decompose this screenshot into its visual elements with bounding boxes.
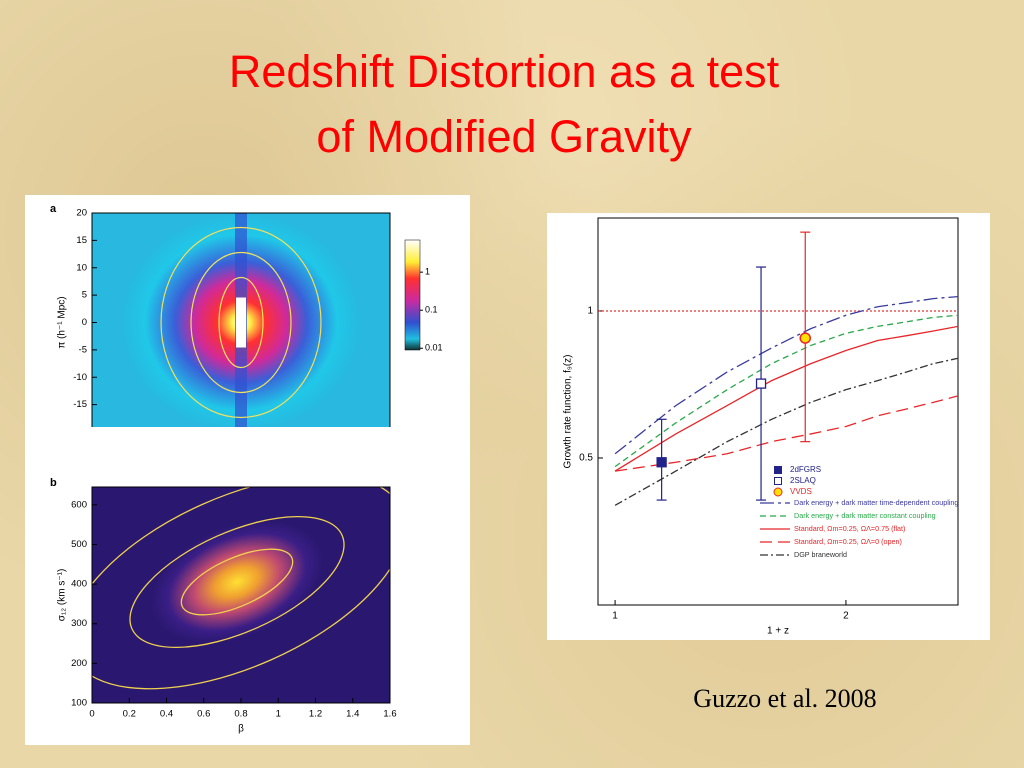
y-tick-label: 0 xyxy=(82,317,87,328)
colorbar-tick-label: 0.1 xyxy=(425,305,438,315)
y-tick-label: -15 xyxy=(73,399,87,410)
x-tick-label: 0.8 xyxy=(234,709,247,720)
contour-line xyxy=(180,548,294,616)
y-axis-label: π (h⁻¹ Mpc) xyxy=(57,296,68,348)
legend-label: 2SLAQ xyxy=(790,476,816,485)
x-tick-label: 0 xyxy=(89,709,94,720)
contour-line xyxy=(160,226,322,419)
mask xyxy=(390,477,470,717)
legend-label: VVDS xyxy=(790,487,812,496)
y-tick-label: 600 xyxy=(71,499,87,510)
data-point xyxy=(656,457,667,468)
y-axis-label: σ₁₂ (km s⁻¹) xyxy=(57,569,68,622)
mask xyxy=(32,703,432,744)
x-tick-label: 1.4 xyxy=(346,709,359,720)
x-tick-label: 0.4 xyxy=(160,709,173,720)
legend-label: Dark energy + dark matter constant coupl… xyxy=(794,511,936,520)
slide-title: of Modified Gravity xyxy=(316,111,692,162)
legend-label: Dark energy + dark matter time-dependent… xyxy=(794,498,958,507)
legend-label: DGP braneworld xyxy=(794,550,847,559)
colorbar-tick-label: 1 xyxy=(425,267,430,277)
series-line xyxy=(614,395,959,472)
x-axis-label: 1 + z xyxy=(767,626,789,637)
legend-marker xyxy=(774,466,782,474)
mask xyxy=(32,427,432,487)
x-tick-label: 1 xyxy=(612,611,618,622)
panel-label: b xyxy=(50,477,57,489)
legend-label: Standard, Ωm=0.25, ΩΛ=0 (open) xyxy=(794,537,902,546)
y-tick-label: 1 xyxy=(587,306,593,317)
mask xyxy=(32,477,92,717)
plot-frame xyxy=(597,217,959,606)
colorbar-tick-label: 0.01 xyxy=(425,343,443,353)
series-line xyxy=(614,314,959,468)
series-line xyxy=(614,325,959,472)
y-axis-label: Growth rate function, f₉(z) xyxy=(563,354,574,468)
y-tick-label: -5 xyxy=(79,344,87,355)
x-axis-label: β xyxy=(238,724,244,735)
contour-line xyxy=(218,276,264,369)
legend-label: Standard, Ωm=0.25, ΩΛ=0.75 (flat) xyxy=(794,524,905,533)
y-tick-label: 10 xyxy=(76,262,87,273)
y-tick-label: 500 xyxy=(71,539,87,550)
citation: Guzzo et al. 2008 xyxy=(693,684,876,713)
x-tick-label: 1 xyxy=(276,709,281,720)
legend-marker xyxy=(773,487,783,497)
legend-label: 2dFGRS xyxy=(790,465,821,474)
plot-frame xyxy=(91,486,391,704)
x-tick-label: 2 xyxy=(843,611,849,622)
data-point xyxy=(755,378,767,389)
contour-line xyxy=(129,515,345,649)
x-tick-label: 1.2 xyxy=(309,709,322,720)
figure-panel xyxy=(547,213,990,640)
y-tick-label: 400 xyxy=(71,579,87,590)
slide-title: Redshift Distortion as a test xyxy=(229,46,780,97)
density-core xyxy=(151,520,323,644)
y-tick-label: 20 xyxy=(76,208,87,219)
x-tick-label: 0.6 xyxy=(197,709,210,720)
x-tick-label: 1.6 xyxy=(383,709,396,720)
x-tick-label: 0.2 xyxy=(123,709,136,720)
legend-marker xyxy=(774,477,782,485)
y-tick-label: 15 xyxy=(76,235,87,246)
y-tick-label: 100 xyxy=(71,698,87,709)
y-tick-label: 300 xyxy=(71,618,87,629)
y-tick-label: 5 xyxy=(82,290,87,301)
y-tick-label: 200 xyxy=(71,658,87,669)
colorbar xyxy=(404,239,421,351)
y-tick-label: 0.5 xyxy=(579,453,593,464)
y-tick-label: -10 xyxy=(73,372,87,383)
data-point xyxy=(799,332,811,344)
contour-line xyxy=(190,251,292,394)
series-line xyxy=(614,357,959,506)
heatmap-band xyxy=(236,297,246,348)
series-line xyxy=(614,295,959,455)
panel-label: a xyxy=(50,203,57,215)
